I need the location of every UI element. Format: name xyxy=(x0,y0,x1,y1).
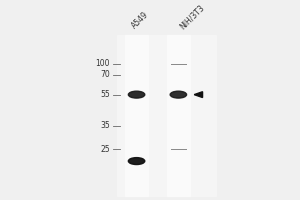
Ellipse shape xyxy=(128,91,145,98)
Bar xyxy=(125,35,148,196)
Text: 70: 70 xyxy=(100,70,110,79)
Text: NIH/3T3: NIH/3T3 xyxy=(178,3,206,31)
Text: 100: 100 xyxy=(95,59,110,68)
FancyArrow shape xyxy=(194,92,202,98)
Ellipse shape xyxy=(170,91,187,98)
Text: 35: 35 xyxy=(100,121,110,130)
Ellipse shape xyxy=(128,158,145,165)
Bar xyxy=(117,35,216,196)
Text: 25: 25 xyxy=(100,145,110,154)
Text: 55: 55 xyxy=(100,90,110,99)
Text: A549: A549 xyxy=(130,10,151,31)
Bar xyxy=(167,35,190,196)
